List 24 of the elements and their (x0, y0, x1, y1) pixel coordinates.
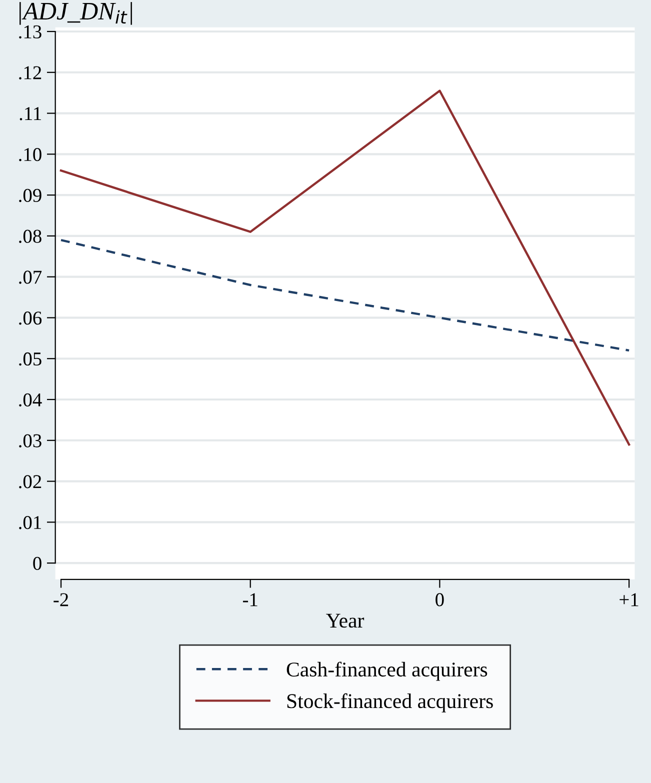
y-tick-label: .03 (19, 434, 42, 448)
x-axis-title: Year (326, 614, 364, 628)
y-tick-label: .02 (19, 475, 42, 488)
line-series (60, 90, 630, 446)
y-tick-label: .07 (19, 270, 42, 284)
y-tick-label: .10 (19, 148, 42, 162)
line-series (60, 238, 630, 352)
y-tick-label: .04 (19, 393, 42, 407)
y-tick-label: .11 (20, 107, 41, 120)
y-tick-label: .13 (19, 25, 42, 39)
y-tick-label: .09 (19, 188, 42, 202)
y-tick-label: .12 (19, 66, 42, 80)
legend-label: Stock-financed acquirers (287, 693, 493, 712)
x-tick-label: -1 (242, 593, 258, 606)
y-tick-label: .06 (19, 312, 42, 325)
x-tick-label: -2 (54, 593, 68, 606)
y-tick-label: .01 (19, 516, 41, 530)
y-axis-title: |ADJ_DN$_{it}$| (20, 2, 132, 25)
y-tick-label: 0 (33, 556, 42, 570)
y-tick-label: .08 (19, 230, 42, 243)
y-tick-label: .05 (19, 352, 42, 366)
x-tick-label: 0 (436, 593, 444, 606)
x-tick-label: +1 (620, 593, 638, 606)
legend-label: Cash-financed acquirers (286, 662, 488, 681)
